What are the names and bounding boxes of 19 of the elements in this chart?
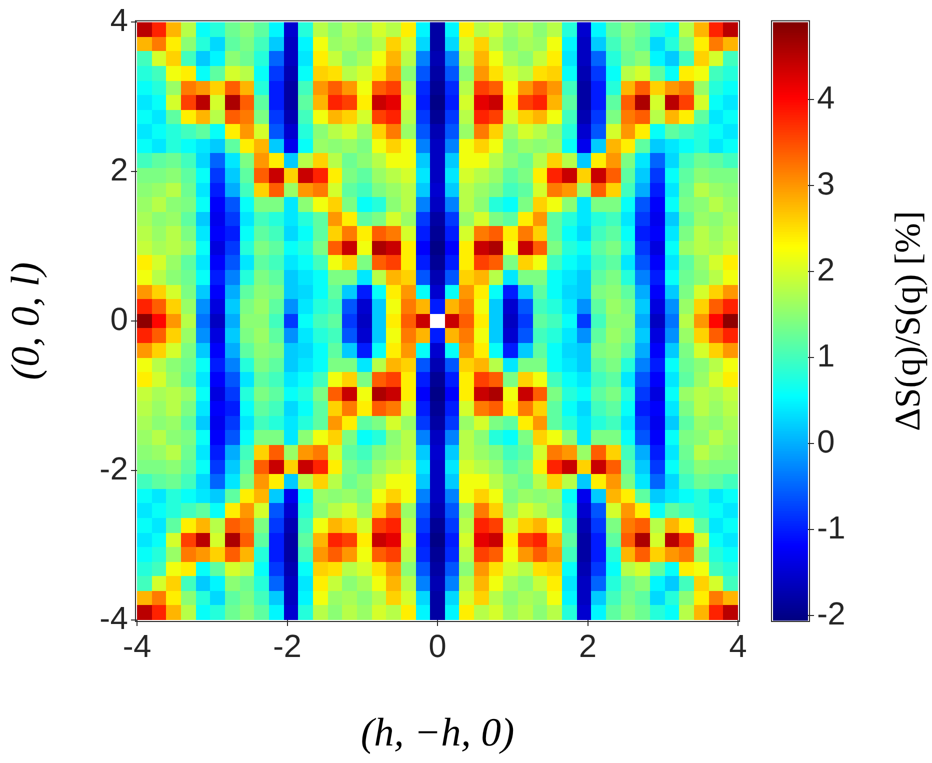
y-axis-title: (0, 0, l): [2, 262, 48, 380]
y-tick-label: 0: [110, 300, 128, 337]
y-tick-label: -4: [100, 600, 128, 636]
color-bar-label: -1: [817, 510, 846, 546]
y-tick-label: 2: [110, 151, 128, 188]
color-bar-label: -2: [817, 596, 846, 632]
x-tick-label: 0: [428, 628, 446, 664]
x-axis-title: (h, −h, 0): [360, 710, 514, 755]
color-bar-label: 3: [817, 165, 835, 202]
color-bar-label: 1: [817, 337, 835, 374]
x-tick-label: 4: [729, 628, 747, 664]
y-tick-label: -2: [100, 450, 128, 486]
y-tick-label: 4: [110, 2, 128, 38]
color-bar-label: 4: [817, 79, 835, 116]
color-bar-label: 2: [817, 251, 835, 288]
color-bar-label: 0: [817, 424, 835, 460]
x-tick-label: -2: [273, 628, 302, 664]
x-tick-label: 2: [578, 628, 597, 664]
color-bar-title: ΔS(q)/S(q) [%]: [887, 211, 928, 432]
